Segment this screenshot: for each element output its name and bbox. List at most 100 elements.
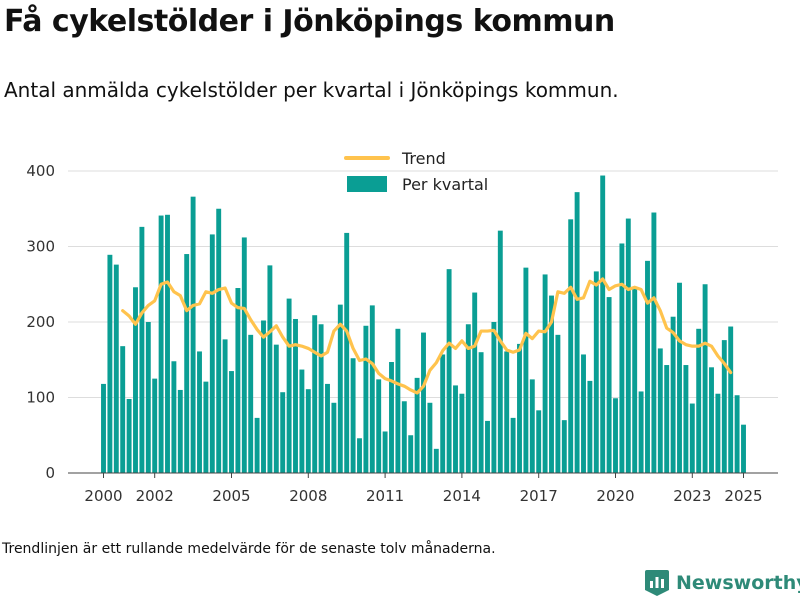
bar <box>331 402 337 473</box>
bar <box>433 448 439 473</box>
bar <box>133 287 138 473</box>
x-tick-label: 2023 <box>673 487 711 505</box>
legend-swatch-per-kvartal <box>347 176 387 192</box>
bar <box>337 304 343 473</box>
bar <box>293 318 298 473</box>
bar <box>485 420 490 473</box>
bar <box>478 352 484 473</box>
bar <box>465 324 471 473</box>
chart-subtitle: Antal anmälda cykelstölder per kvartal i… <box>4 78 619 102</box>
y-tick-label: 0 <box>45 464 55 482</box>
bar <box>709 367 714 473</box>
x-tick-label: 2002 <box>136 487 174 505</box>
bar <box>145 322 151 473</box>
bar <box>504 351 510 473</box>
chart-title: Få cykelstölder i Jönköpings kommun <box>4 4 615 39</box>
y-tick-label: 400 <box>26 162 55 180</box>
bar <box>600 175 606 473</box>
bar <box>632 288 638 473</box>
bar <box>235 288 241 473</box>
bar <box>401 401 407 473</box>
bar <box>421 332 426 473</box>
footnote: Trendlinjen är ett rullande medelvärde f… <box>2 541 496 557</box>
bar <box>152 378 158 474</box>
bar <box>363 325 369 473</box>
bar <box>184 254 190 473</box>
bar <box>408 435 414 473</box>
y-tick-label: 100 <box>26 389 55 407</box>
bar <box>728 326 734 473</box>
bar <box>216 208 222 473</box>
bar <box>280 392 286 473</box>
bar <box>555 334 561 473</box>
bar <box>197 351 202 473</box>
bar <box>171 361 177 473</box>
bar <box>574 192 580 473</box>
bar <box>241 237 247 473</box>
bar <box>593 271 599 473</box>
bar <box>286 298 292 473</box>
y-tick-label: 300 <box>26 238 55 256</box>
bar <box>613 398 618 473</box>
bar <box>619 243 625 473</box>
bar <box>165 214 170 474</box>
bar <box>209 234 215 473</box>
bar <box>113 264 119 473</box>
bar <box>267 265 273 474</box>
bar <box>312 315 318 473</box>
bar <box>568 219 574 473</box>
bar <box>344 232 350 473</box>
bar <box>651 212 657 473</box>
bar <box>273 344 279 473</box>
bar <box>677 282 682 473</box>
bar <box>158 215 164 474</box>
bar <box>229 371 234 473</box>
bar <box>638 391 644 473</box>
bar <box>625 218 631 473</box>
bar <box>414 377 420 473</box>
bar <box>107 254 113 473</box>
y-tick-label: 200 <box>26 313 55 331</box>
bar <box>350 358 356 473</box>
bar <box>645 260 650 473</box>
bar <box>190 196 196 474</box>
bar <box>261 320 266 473</box>
bar <box>254 417 260 473</box>
trend-line <box>121 277 733 395</box>
bar <box>664 365 670 473</box>
bar <box>357 438 362 473</box>
bar <box>702 284 708 473</box>
brand-logo[interactable]: Newsworthy <box>644 568 800 598</box>
axes: 0 100 200 300 400 2000 2002 2005 2008 2011 2014 201… <box>26 162 778 505</box>
bar-series <box>101 175 746 474</box>
bar-chart: 0 100 200 300 400 2000 2002 2005 2008 2011 2014 201… <box>26 149 778 505</box>
bar <box>382 431 388 473</box>
bar <box>549 295 554 473</box>
x-tick-label: 2008 <box>289 487 327 505</box>
bar <box>440 354 446 473</box>
bar <box>696 328 702 473</box>
bar <box>689 403 695 473</box>
x-tick-label: 2005 <box>212 487 250 505</box>
bar <box>587 380 593 473</box>
bar <box>561 420 567 473</box>
bar <box>248 334 254 473</box>
x-tick-label: 2011 <box>366 487 404 505</box>
bar <box>299 369 305 473</box>
bar <box>376 379 382 473</box>
brand-name: Newsworthy <box>676 572 800 594</box>
bar <box>126 399 132 473</box>
legend-label-per-kvartal: Per kvartal <box>402 175 488 194</box>
bar <box>670 316 676 473</box>
bar <box>459 393 465 473</box>
bar <box>427 402 433 473</box>
bar <box>721 340 727 473</box>
bar <box>325 383 330 473</box>
x-tick-label: 2025 <box>724 487 762 505</box>
bar <box>741 424 746 473</box>
x-tick-label: 2020 <box>596 487 634 505</box>
x-tick-label: 2014 <box>443 487 481 505</box>
bar <box>318 324 324 473</box>
x-tick-label: 2017 <box>520 487 558 505</box>
bar <box>453 385 458 473</box>
